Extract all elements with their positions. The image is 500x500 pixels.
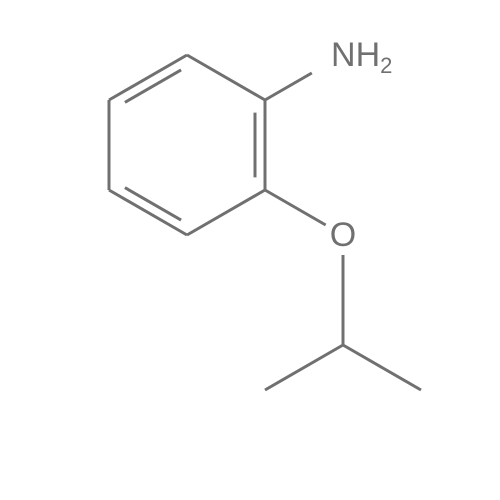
bond	[187, 55, 265, 100]
bond	[265, 345, 343, 390]
bond	[343, 345, 421, 390]
bond	[109, 55, 187, 100]
oxygen-label: O	[330, 216, 356, 254]
bond	[109, 190, 187, 235]
bond	[265, 73, 312, 100]
amine-label: NH2	[331, 36, 392, 78]
bond	[265, 190, 326, 225]
bond	[187, 190, 265, 235]
molecule-canvas: O NH2	[0, 0, 500, 500]
